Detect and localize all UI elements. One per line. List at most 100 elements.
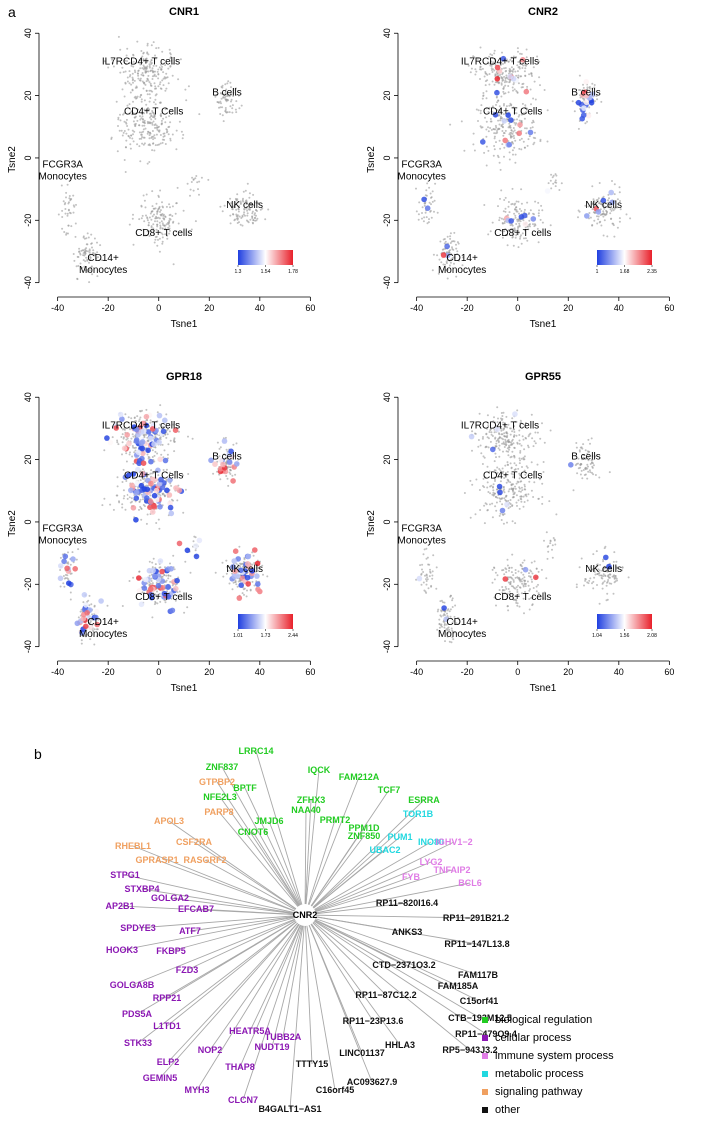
network-edge: [304, 914, 481, 1019]
cell-point: [602, 210, 605, 213]
cell-point: [237, 458, 240, 461]
cell-point: [131, 76, 134, 79]
cell-point: [515, 112, 518, 115]
cell-point: [158, 83, 161, 86]
cell-point: [161, 213, 164, 215]
cell-point: [619, 200, 621, 202]
cell-point: [515, 586, 518, 589]
cell-point: [510, 467, 513, 470]
cell-point: [122, 71, 125, 74]
cell-point: [541, 209, 544, 212]
expressing-cell-point: [81, 592, 88, 598]
cell-point: [129, 147, 132, 150]
cell-point: [513, 586, 515, 589]
gene-node-label: FAM212A: [339, 772, 380, 782]
cluster-label-line: Monocytes: [438, 265, 486, 276]
cell-point: [167, 82, 170, 85]
cell-point: [497, 440, 500, 443]
cell-point: [251, 210, 254, 213]
cell-point: [72, 253, 75, 255]
cell-point: [133, 79, 136, 82]
expressing-cell-point: [151, 492, 158, 499]
cell-point: [236, 218, 239, 221]
cell-point: [131, 72, 134, 75]
cell-point: [174, 212, 177, 215]
cell-point: [130, 423, 133, 426]
cell-point: [97, 256, 99, 259]
cell-point: [515, 420, 518, 423]
cell-point: [527, 493, 530, 496]
cell-point: [125, 122, 128, 125]
cell-point: [508, 590, 511, 593]
gene-node-label: RP11−23P13.6: [343, 1016, 404, 1026]
cell-point: [530, 578, 533, 581]
cell-point: [504, 440, 507, 443]
cell-point: [225, 457, 228, 460]
y-axis-label: Tsne2: [7, 510, 18, 537]
cell-point: [126, 497, 129, 500]
cell-point: [520, 592, 523, 595]
cell-point: [440, 599, 443, 602]
cell-point: [230, 100, 232, 103]
cell-point: [477, 439, 480, 441]
cell-point: [426, 578, 429, 581]
cell-point: [521, 67, 524, 69]
cell-point: [147, 224, 150, 227]
cluster-label-line: Monocytes: [39, 536, 87, 547]
expressing-cell-point: [568, 462, 574, 468]
cell-point: [220, 102, 222, 105]
cell-point: [154, 85, 157, 88]
cell-point: [162, 425, 165, 428]
cell-point: [511, 440, 513, 442]
cell-point: [228, 95, 231, 98]
cell-point: [500, 83, 503, 86]
cell-point: [429, 568, 431, 571]
cluster-label: CD4+ T Cells: [124, 106, 183, 117]
cell-point: [489, 503, 491, 506]
cell-point: [129, 501, 132, 504]
color-scale-bar: [597, 250, 652, 265]
cell-point: [154, 103, 157, 106]
cell-point: [69, 598, 72, 601]
cell-point: [507, 126, 510, 129]
cell-point: [253, 562, 256, 564]
cell-point: [517, 74, 520, 77]
cell-point: [554, 173, 557, 176]
cell-point: [131, 445, 134, 447]
cell-point: [152, 232, 155, 235]
cell-point: [521, 232, 524, 235]
expressing-cell-point: [139, 439, 146, 445]
cell-point: [443, 613, 446, 616]
cell-point: [141, 72, 144, 74]
cell-point: [482, 95, 485, 97]
cell-point: [469, 479, 472, 482]
cluster-label: FCGR3A Monocytes: [39, 160, 87, 183]
cell-point: [509, 224, 512, 227]
cell-point: [426, 182, 429, 185]
cluster-label: CD14+ Monocytes: [438, 253, 486, 276]
cell-point: [528, 73, 531, 76]
cell-point: [587, 459, 590, 462]
cell-point: [522, 140, 525, 143]
cell-point: [142, 74, 145, 77]
cell-point: [129, 136, 131, 139]
expressing-cell-point: [520, 57, 526, 63]
expressing-cell-point: [244, 561, 251, 567]
expressing-cell-point: [173, 585, 179, 592]
color-scale-label: 1.78: [288, 269, 298, 275]
cell-point: [576, 472, 579, 475]
cell-point: [504, 499, 507, 501]
cell-point: [144, 127, 147, 130]
cell-point: [512, 89, 514, 92]
cell-point: [524, 488, 527, 491]
expressing-cell-point: [159, 484, 166, 491]
tsne-panel-cnr2: CNR2-40 -20 0 20 40 60-40-2002040Tsne1Tsne2IL…: [366, 6, 674, 330]
cell-point: [587, 451, 590, 453]
cell-point: [132, 462, 135, 465]
cell-point: [140, 98, 143, 101]
cell-point: [160, 69, 163, 71]
expressing-cell-point: [152, 572, 158, 579]
cell-point: [490, 431, 493, 434]
cell-point: [141, 118, 144, 120]
cell-point: [501, 569, 504, 572]
